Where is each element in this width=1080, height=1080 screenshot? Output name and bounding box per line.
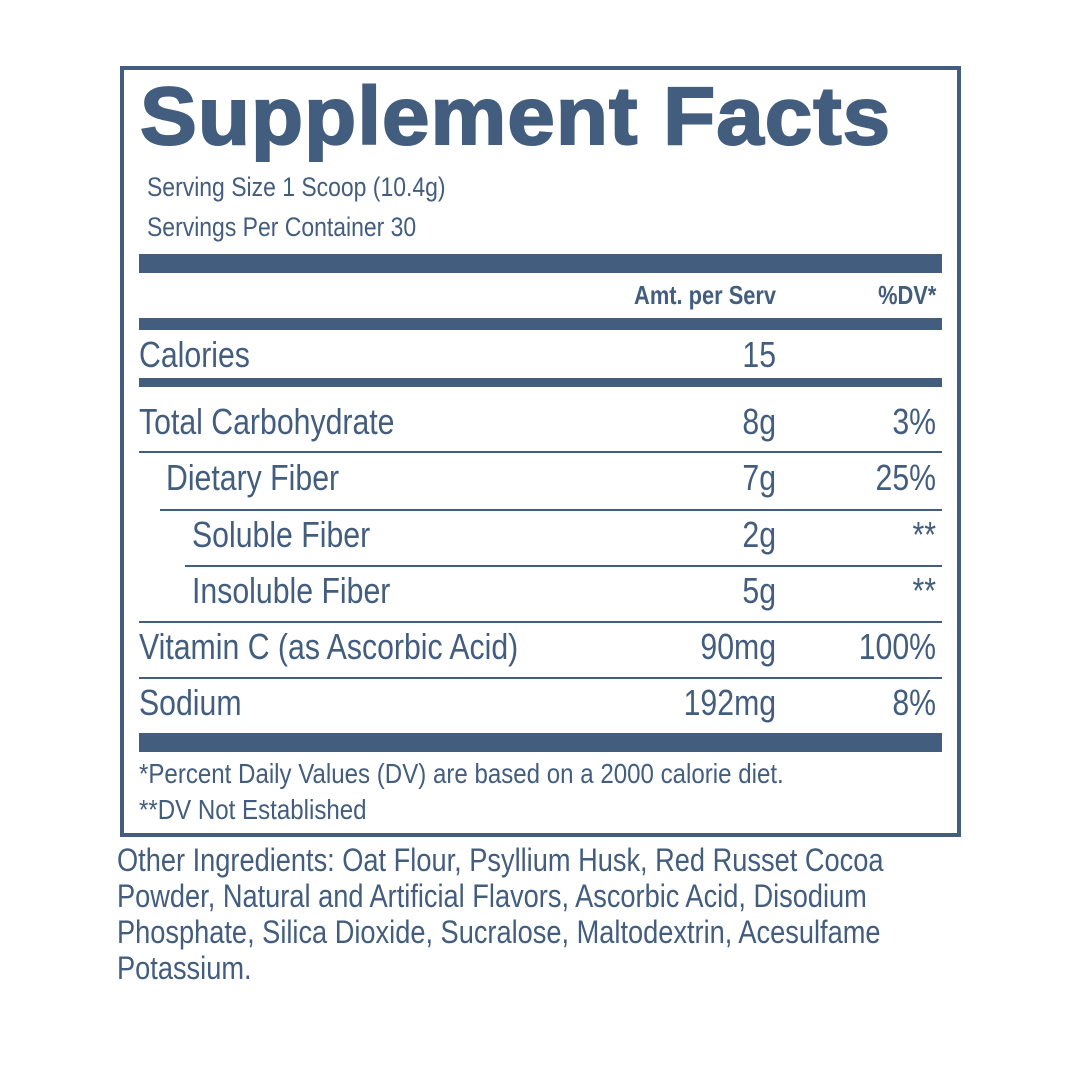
nutrient-label: Soluble Fiber [192, 514, 371, 555]
nutrient-row: Soluble Fiber 2g ** [139, 507, 942, 563]
nutrient-dv: ** [912, 570, 936, 611]
panel-title: Supplement Facts [139, 71, 892, 163]
nutrient-row: Insoluble Fiber 5g ** [139, 563, 942, 619]
row-divider [139, 621, 942, 623]
ingredients-line: Other Ingredients: Oat Flour, Psyllium H… [117, 842, 884, 878]
nutrient-label: Sodium [139, 682, 242, 723]
nutrient-row: Vitamin C (as Ascorbic Acid) 90mg 100% [139, 619, 942, 675]
servings-per-container: Servings Per Container 30 [147, 212, 417, 242]
nutrient-label: Insoluble Fiber [192, 570, 391, 611]
nutrient-dv: 25% [875, 457, 936, 498]
calories-row: Calories 15 [139, 327, 942, 383]
nutrient-amount: 90mg [700, 626, 776, 667]
amount-column-header: Amt. per Serv [633, 280, 776, 310]
nutrient-amount: 8g [742, 401, 776, 442]
supplement-facts-panel [120, 66, 961, 837]
nutrient-dv: 100% [858, 626, 936, 667]
dv-column-header: %DV* [877, 280, 936, 310]
ingredients-line: Phosphate, Silica Dioxide, Sucralose, Ma… [117, 914, 881, 950]
nutrient-amount: 5g [742, 570, 776, 611]
divider [139, 378, 942, 387]
nutrient-label: Total Carbohydrate [139, 401, 395, 442]
nutrient-dv: 8% [892, 682, 936, 723]
nutrient-amount: 15 [742, 334, 776, 375]
nutrient-label: Calories [139, 334, 250, 375]
nutrient-dv: 3% [892, 401, 936, 442]
nutrient-label: Vitamin C (as Ascorbic Acid) [139, 626, 519, 667]
ingredients-line: Potassium. [117, 950, 252, 986]
nutrient-dv: ** [912, 514, 936, 555]
other-ingredients: Other Ingredients: Oat Flour, Psyllium H… [117, 842, 967, 986]
row-divider [139, 451, 942, 453]
nutrient-amount: 2g [742, 514, 776, 555]
nutrient-row: Dietary Fiber 7g 25% [139, 450, 942, 506]
thick-divider [139, 733, 942, 752]
nutrient-amount: 192mg [683, 682, 776, 723]
row-divider [139, 677, 942, 679]
nutrient-amount: 7g [742, 457, 776, 498]
row-divider [160, 509, 942, 511]
footnote-dv: *Percent Daily Values (DV) are based on … [139, 758, 784, 789]
thick-divider [139, 254, 942, 273]
nutrient-row: Sodium 192mg 8% [139, 675, 942, 731]
serving-size: Serving Size 1 Scoop (10.4g) [147, 172, 446, 202]
column-header: Amt. per Serv %DV* [139, 275, 942, 315]
ingredients-line: Powder, Natural and Artificial Flavors, … [117, 878, 867, 914]
footnote-not-established: **DV Not Established [139, 794, 367, 825]
nutrient-row: Total Carbohydrate 8g 3% [139, 394, 942, 450]
row-divider [185, 565, 942, 567]
nutrient-label: Dietary Fiber [166, 457, 340, 498]
divider [139, 318, 942, 330]
